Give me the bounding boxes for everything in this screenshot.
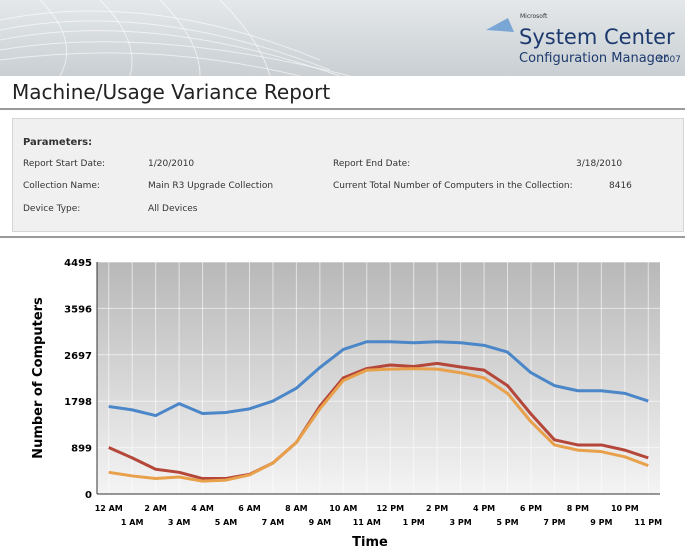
chart: Number of Computers Time 0 899 1798 2697 359…: [0, 244, 685, 554]
parameter-value: Main R3 Upgrade Collection: [148, 181, 273, 191]
x-tick-label: 4 PM: [473, 504, 495, 513]
x-tick-label: 12 PM: [376, 504, 404, 513]
product: System Center: [519, 25, 675, 49]
y-tick-label: 4495: [64, 258, 92, 269]
x-tick-label: 10 PM: [611, 504, 639, 513]
x-axis-label: Time: [352, 535, 388, 550]
parameters: Parameters: Report Start Date: 1/20/2010 R…: [12, 118, 684, 232]
x-tick-label: 9 AM: [309, 518, 332, 527]
x-tick-label: 10 AM: [329, 504, 357, 513]
banner: Microsoft System Center Configuration Ma…: [0, 0, 685, 76]
x-tick-label: 7 PM: [543, 518, 565, 527]
x-tick-label: 8 AM: [285, 504, 308, 513]
x-tick-label: 1 AM: [121, 518, 144, 527]
x-tick-label: 4 AM: [191, 504, 214, 513]
x-tick-label: 11 AM: [353, 518, 381, 527]
plot-area: [97, 262, 660, 494]
parameter-label: Report End Date:: [333, 159, 410, 169]
x-tick-label: 11 PM: [634, 518, 662, 527]
x-tick-label: 1 PM: [403, 518, 425, 527]
brand: Microsoft: [520, 13, 548, 20]
x-tick-label: 9 PM: [590, 518, 612, 527]
x-tick-label: 2 PM: [426, 504, 448, 513]
y-axis-label: Number of Computers: [31, 297, 46, 459]
y-tick-label: 1798: [64, 397, 92, 408]
x-tick-label: 12 AM: [95, 504, 123, 513]
x-tick-label: 2 AM: [144, 504, 167, 513]
parameter-value: All Devices: [148, 204, 198, 214]
x-tick-label: 7 AM: [262, 518, 285, 527]
parameter-value: 8416: [609, 181, 632, 191]
y-tick-label: 899: [71, 444, 92, 455]
parameter-label: Device Type:: [23, 204, 80, 214]
parameters-title: Parameters:: [23, 137, 92, 148]
x-tick-label: 8 PM: [567, 504, 589, 513]
parameter-label: Collection Name:: [23, 181, 100, 191]
x-tick-label: 5 PM: [496, 518, 518, 527]
y-tick-label: 3596: [64, 304, 92, 315]
x-tick-label: 3 AM: [168, 518, 191, 527]
x-tick-label: 5 AM: [215, 518, 238, 527]
y-tick-label: 0: [85, 490, 92, 501]
x-tick-label: 6 PM: [520, 504, 542, 513]
version: 2007: [658, 55, 681, 65]
page: Microsoft System Center Configuration Ma…: [0, 0, 685, 554]
parameter-label: Current Total Number of Computers in the…: [333, 181, 573, 191]
subproduct: Configuration Manager: [519, 51, 669, 66]
banner-art: Microsoft System Center Configuration Ma…: [0, 0, 685, 76]
x-tick-label: 6 AM: [238, 504, 261, 513]
parameter-value: 3/18/2010: [576, 159, 622, 169]
report-title: Machine/Usage Variance Report: [12, 80, 330, 104]
parameter-label: Report Start Date:: [23, 159, 105, 169]
divider: [0, 108, 685, 110]
parameter-value: 1/20/2010: [148, 159, 194, 169]
x-tick-label: 3 PM: [450, 518, 472, 527]
y-tick-label: 2697: [64, 351, 92, 362]
divider: [0, 236, 685, 238]
